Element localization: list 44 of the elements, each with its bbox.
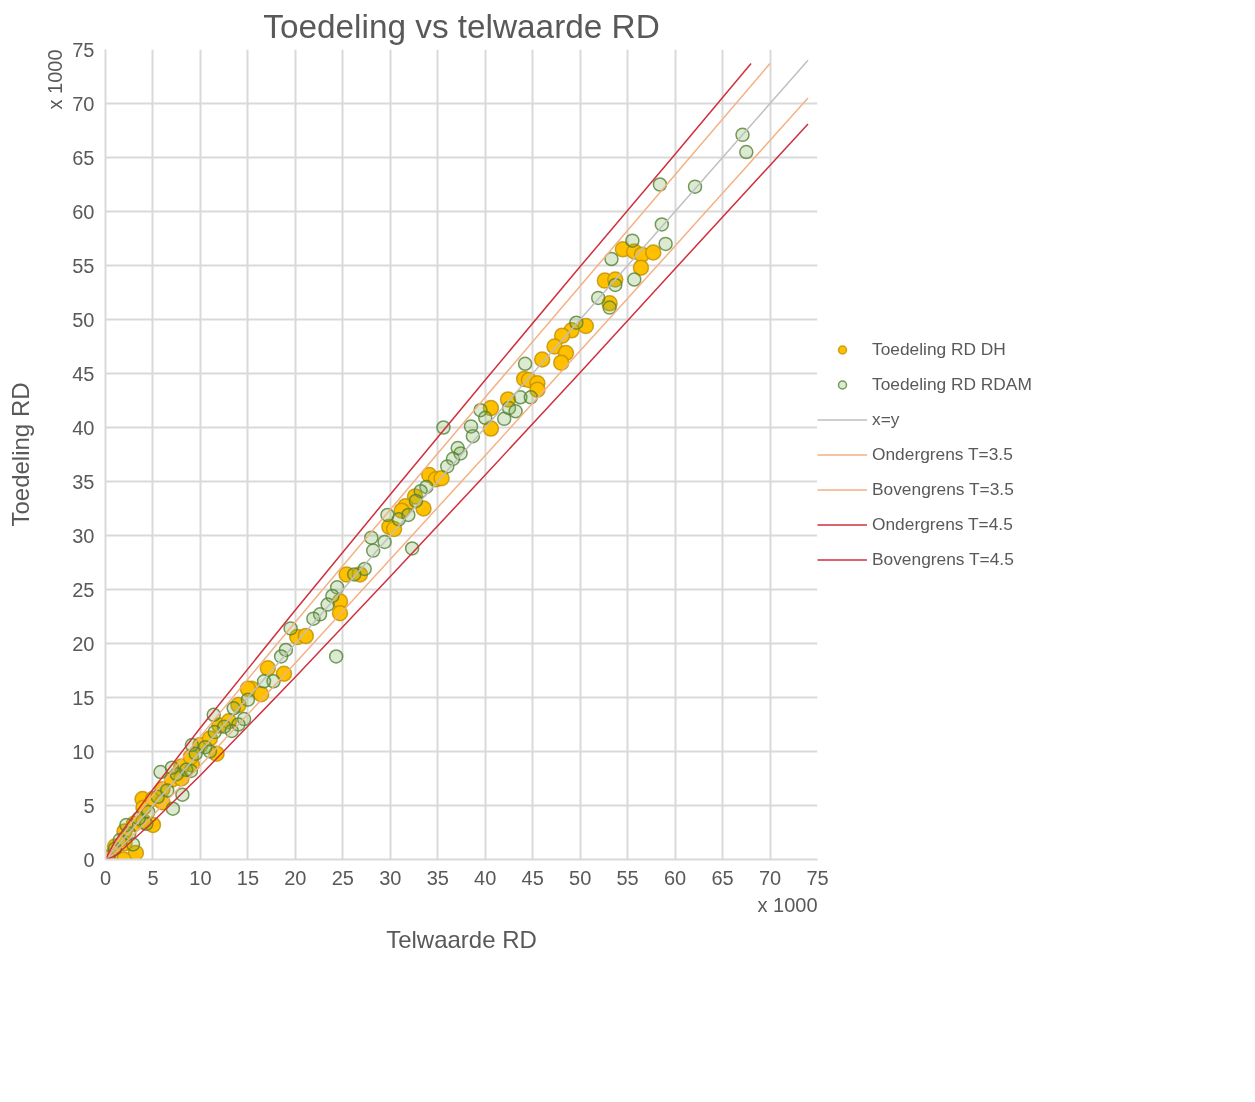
x-tick-label: 55 xyxy=(616,866,639,889)
x-tick-label: 5 xyxy=(147,866,159,889)
y-tick-label: 70 xyxy=(72,92,95,115)
text: x 1000 xyxy=(43,49,66,110)
x-tick-label: 35 xyxy=(426,866,449,889)
y-tick-label: 65 xyxy=(72,146,95,169)
x-tick-label: 75 xyxy=(806,866,829,889)
x-tick-label: 60 xyxy=(663,866,687,889)
x-tick-label: 10 xyxy=(189,866,212,889)
chart-title: Toedeling vs telwaarde RD xyxy=(263,7,660,45)
x-tick-label: 45 xyxy=(521,866,544,889)
legend-label: Bovengrens T=3.5 xyxy=(872,478,1014,500)
x-tick-label: 50 xyxy=(569,866,592,889)
x-tick-label: 20 xyxy=(284,866,307,889)
y-tick-label: 45 xyxy=(72,362,95,385)
y-tick-label: 40 xyxy=(72,416,95,439)
y-tick-label: 50 xyxy=(72,308,95,331)
y-tick-label: 60 xyxy=(72,200,95,223)
legend-label: Bovengrens T=4.5 xyxy=(872,548,1014,570)
x-tick-label: 30 xyxy=(379,866,402,889)
x-tick-label: 0 xyxy=(99,866,112,889)
y-tick-label: 15 xyxy=(72,686,95,709)
y-tick-label: 35 xyxy=(72,470,95,493)
text: x 1000 xyxy=(757,893,818,916)
legend-label: Ondergrens T=3.5 xyxy=(872,443,1013,465)
x-tick-label: 70 xyxy=(758,866,782,889)
x-tick-label: 25 xyxy=(331,866,354,889)
y-tick-label: 25 xyxy=(72,578,95,601)
x-axis-title: Telwaarde RD xyxy=(386,925,537,953)
y-tick-label: 30 xyxy=(72,524,95,547)
y-tick-label: 5 xyxy=(83,794,95,817)
y-tick-label: 20 xyxy=(72,632,95,655)
legend-label: Ondergrens T=4.5 xyxy=(872,513,1013,535)
x-tick-label: 15 xyxy=(236,866,260,889)
y-tick-label: 75 xyxy=(72,38,95,61)
legend-label: Toedeling RD DH xyxy=(872,338,1006,360)
legend-label: x=y xyxy=(872,408,900,430)
y-tick-label: 0 xyxy=(83,848,95,871)
x-tick-label: 65 xyxy=(711,866,734,889)
y-axis-title: Toedeling RD xyxy=(6,382,34,527)
legend-label: Toedeling RD RDAM xyxy=(872,373,1032,395)
y-tick-label: 10 xyxy=(72,740,95,763)
x-tick-label: 40 xyxy=(474,866,497,889)
y-tick-label: 55 xyxy=(72,254,95,277)
